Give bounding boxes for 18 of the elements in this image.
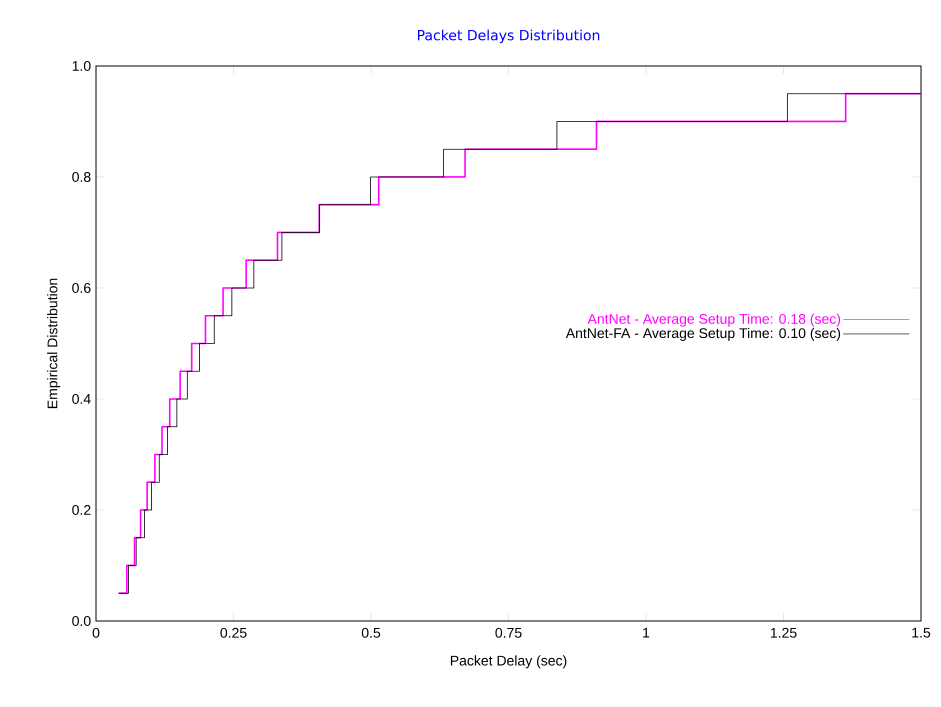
- legend-label: AntNet - Average Setup Time: 0.18 (sec): [588, 314, 840, 327]
- y-tick-label: 0.2: [72, 505, 90, 515]
- y-tick-label: 0.6: [72, 283, 91, 293]
- chart-title: Packet Delays Distribution: [418, 30, 600, 44]
- legend-label: AntNet-FA - Average Setup Time: 0.10 (sec): [566, 328, 840, 341]
- y-tick-label: 0.8: [72, 172, 91, 182]
- y-tick-label: 1.0: [72, 61, 91, 71]
- x-tick-label: 0.25: [220, 628, 247, 638]
- y-tick-label: 0.4: [72, 394, 91, 404]
- x-tick-label: 0.75: [495, 628, 522, 638]
- x-tick-label: 1.5: [912, 628, 930, 638]
- x-axis-title: Packet Delay (sec): [450, 655, 566, 668]
- y-tick-label: 0.0: [72, 616, 91, 626]
- y-axis-title: Empirical Distribution: [47, 278, 60, 408]
- x-tick-label: 1.25: [770, 628, 797, 638]
- x-tick-label: 0.5: [362, 628, 380, 638]
- x-tick-label: 0: [92, 628, 100, 638]
- x-tick-label: 1: [643, 628, 650, 638]
